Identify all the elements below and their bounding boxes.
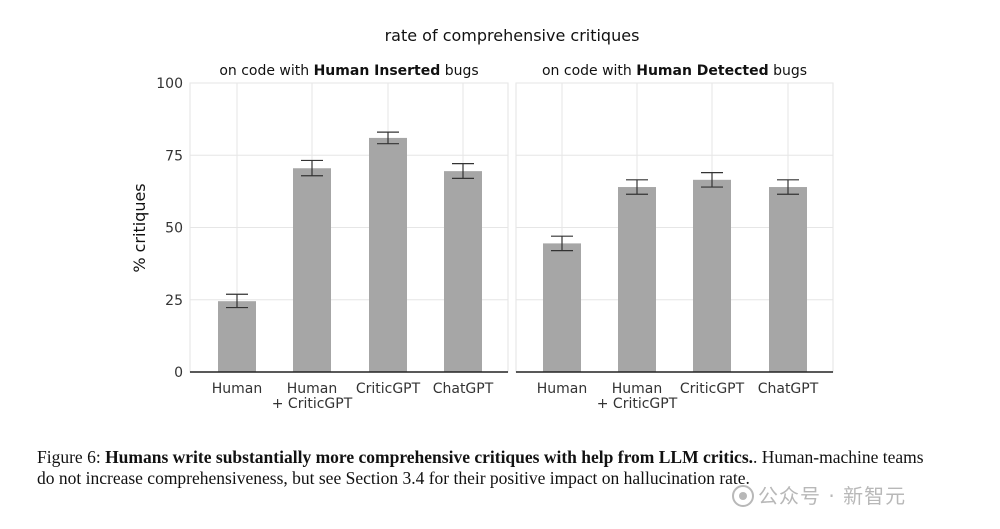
- y-tick-label: 25: [165, 293, 183, 309]
- bar: [218, 301, 256, 372]
- panel-title-prefix: on code with: [542, 63, 636, 79]
- bar: [369, 137, 407, 372]
- panel-title-bold: Human Detected: [636, 63, 768, 79]
- x-tick-label-line2: + CriticGPT: [272, 396, 353, 412]
- x-tick-label: Human: [537, 381, 588, 397]
- y-tick-label: 75: [165, 148, 183, 164]
- watermark: 公众号 · 新智元: [732, 480, 906, 509]
- y-tick-label: 0: [174, 365, 183, 381]
- wechat-icon: [732, 485, 754, 507]
- bar: [444, 171, 482, 372]
- bar: [618, 187, 656, 372]
- panel-title-bold: Human Inserted: [314, 63, 441, 79]
- bar: [769, 187, 807, 372]
- x-tick-label: CriticGPT: [680, 381, 745, 397]
- x-tick-label: Human: [287, 381, 338, 397]
- caption-bold: Humans write substantially more comprehe…: [105, 447, 754, 467]
- chart: rate of comprehensive critiques % critiqu…: [130, 26, 834, 412]
- y-tick-label: 100: [156, 76, 183, 92]
- x-tick-label: Human: [612, 381, 663, 397]
- x-tick-label: ChatGPT: [758, 381, 819, 397]
- panel-title-prefix: on code with: [219, 63, 313, 79]
- panel-title: on code with Human Detected bugs: [542, 63, 807, 79]
- y-axis-label: % critiques: [130, 183, 149, 272]
- x-tick-label: CriticGPT: [356, 381, 421, 397]
- figure-caption: Figure 6: Humans write substantially mor…: [37, 447, 937, 489]
- x-tick-label: ChatGPT: [433, 381, 494, 397]
- bar: [543, 243, 581, 372]
- panel-title-suffix: bugs: [440, 63, 478, 79]
- bar: [293, 168, 331, 372]
- x-tick-label-line2: + CriticGPT: [597, 396, 678, 412]
- y-tick-label: 50: [165, 221, 183, 237]
- panel-title: on code with Human Inserted bugs: [219, 63, 478, 79]
- panel-title-suffix: bugs: [769, 63, 807, 79]
- chart-title: rate of comprehensive critiques: [385, 26, 640, 45]
- watermark-text: 公众号 · 新智元: [758, 484, 907, 508]
- bar: [693, 179, 731, 372]
- caption-rest: . Human-machine teams do not increase co…: [37, 447, 924, 488]
- x-tick-label: Human: [212, 381, 263, 397]
- caption-prefix: Figure 6:: [37, 447, 106, 467]
